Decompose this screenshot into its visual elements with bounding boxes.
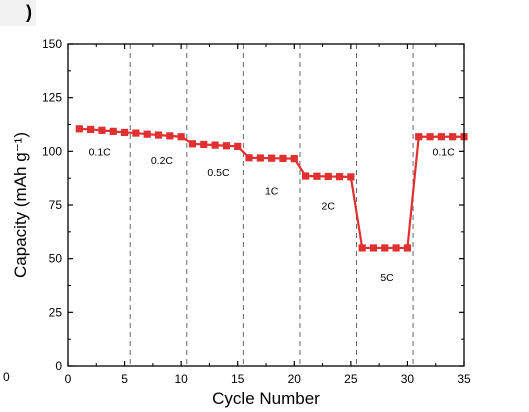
data-point <box>211 141 219 149</box>
rate-label: 1C <box>265 185 279 197</box>
x-tick-label: 15 <box>231 372 245 386</box>
x-tick-label: 30 <box>401 372 415 386</box>
data-point <box>347 173 355 181</box>
y-tick-label: 0 <box>55 359 62 373</box>
corner-mark: ) <box>0 0 36 26</box>
series-layer <box>75 125 468 252</box>
data-point <box>426 133 434 141</box>
data-point <box>120 128 129 137</box>
axis-ticks: 0 5 10 15 20 25 30 35 0 25 50 75 100 125 150 <box>42 37 471 386</box>
x-tick-label: 25 <box>344 372 358 386</box>
data-point <box>177 133 185 141</box>
x-tick-label: 20 <box>288 372 302 386</box>
data-point <box>381 244 389 252</box>
y-tick-label: 150 <box>42 37 62 51</box>
x-tick-label: 10 <box>174 372 188 386</box>
data-point <box>234 142 242 150</box>
data-point <box>324 172 332 181</box>
x-tick-label: 35 <box>457 372 471 386</box>
y-tick-label: 100 <box>42 144 62 158</box>
data-point <box>154 131 163 139</box>
data-point <box>358 244 366 252</box>
rate-label: 0.5C <box>207 167 230 179</box>
rate-label: 0.1C <box>433 147 456 159</box>
rate-annotations: 0.1C 0.2C 0.5C 1C 2C 5C 0.1C <box>89 147 456 285</box>
rate-label: 2C <box>322 200 336 212</box>
x-tick-label: 0 <box>65 372 72 386</box>
stray-edge-label: 0 <box>3 370 10 384</box>
data-point <box>437 133 445 141</box>
data-point <box>245 154 253 162</box>
data-point <box>415 133 423 141</box>
data-point <box>335 173 344 181</box>
data-point <box>449 133 457 141</box>
y-tick-label: 50 <box>49 252 63 266</box>
cycle-dividers <box>129 44 414 366</box>
data-point <box>268 154 276 162</box>
data-point <box>188 140 197 148</box>
data-point <box>256 154 264 162</box>
data-point <box>87 125 95 134</box>
y-axis-title: Capacity (mAh g⁻¹) <box>11 132 30 278</box>
x-tick-label: 5 <box>121 372 128 386</box>
data-point <box>369 244 378 252</box>
corner-glyph: ) <box>26 2 32 22</box>
data-point <box>98 126 106 134</box>
data-point <box>200 140 208 149</box>
data-point <box>166 132 174 140</box>
y-tick-label: 75 <box>49 198 63 212</box>
data-point <box>75 125 83 133</box>
y-tick-label: 125 <box>42 91 62 105</box>
plot-frame <box>67 43 465 367</box>
rate-label: 5C <box>380 272 394 284</box>
data-point <box>290 155 298 163</box>
data-point <box>279 154 287 163</box>
data-point <box>109 127 117 135</box>
data-point <box>143 130 151 138</box>
data-point <box>302 172 310 180</box>
rate-label: 0.1C <box>89 147 112 159</box>
data-point <box>392 244 400 252</box>
y-tick-label: 25 <box>49 305 63 319</box>
x-axis-title: Cycle Number <box>212 389 320 408</box>
rate-label: 0.2C <box>151 155 174 167</box>
data-point <box>222 142 230 150</box>
data-point <box>403 244 412 252</box>
data-point <box>132 129 140 137</box>
data-point <box>313 172 321 180</box>
